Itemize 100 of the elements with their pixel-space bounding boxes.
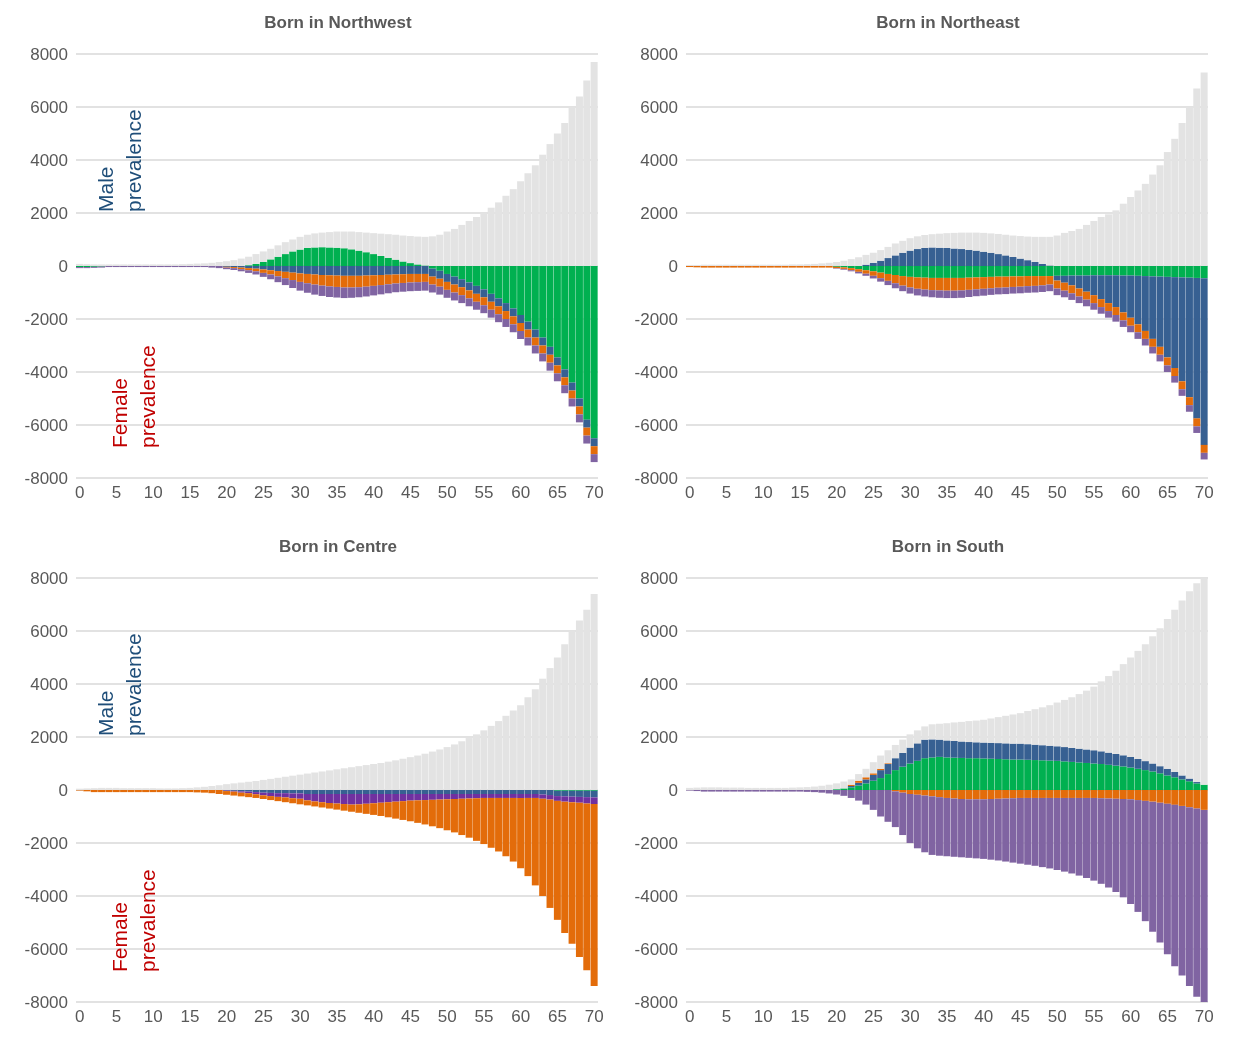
x-tick-label: 50: [1047, 1007, 1067, 1027]
chart-title: Born in Centre: [277, 536, 399, 558]
y-tick-label: 6000: [30, 98, 68, 118]
bar: [1185, 397, 1193, 406]
x-tick-label: 40: [364, 483, 384, 503]
x-tick-label: 65: [548, 483, 568, 503]
x-tick-label: 50: [1047, 483, 1067, 503]
y-tick-label: -4000: [24, 887, 68, 907]
x-tick-label: 45: [401, 1007, 420, 1027]
y-tick-label: 4000: [640, 675, 678, 695]
x-tick-label: 45: [401, 483, 420, 503]
bar: [568, 382, 576, 391]
bar: [1185, 405, 1193, 412]
x-tick-label: 15: [180, 483, 200, 503]
annotation: Female prevalence: [107, 344, 160, 448]
x-tick-label: 10: [143, 1007, 163, 1027]
bar: [575, 414, 583, 423]
bar: [590, 446, 598, 455]
y-tick-label: 6000: [640, 622, 678, 642]
bar: [546, 354, 554, 363]
bar: [1149, 338, 1157, 347]
bar: [1149, 346, 1157, 354]
y-tick-label: -4000: [634, 887, 678, 907]
bar: [590, 454, 598, 463]
x-tick-label: 40: [974, 483, 994, 503]
x-tick-label: 70: [1194, 483, 1214, 503]
x-tick-label: 15: [790, 1007, 810, 1027]
bar: [539, 337, 547, 346]
x-tick-label: 30: [900, 1007, 920, 1027]
x-tick-label: 25: [864, 483, 883, 503]
bar: [590, 438, 598, 447]
bar: [1156, 346, 1164, 355]
y-tick-label: 8000: [640, 45, 678, 65]
x-tick-label: 35: [327, 1007, 347, 1027]
x-tick-label: 35: [937, 483, 957, 503]
y-tick-label: 6000: [640, 98, 678, 118]
y-tick-label: 4000: [30, 151, 68, 171]
x-tick-label: 60: [511, 1007, 531, 1027]
bar: [561, 377, 569, 386]
x-tick-label: 25: [864, 1007, 883, 1027]
x-tick-label: 0: [684, 1007, 695, 1027]
x-tick-label: 35: [937, 1007, 957, 1027]
x-tick-label: 5: [721, 1007, 732, 1027]
x-tick-label: 20: [217, 1007, 237, 1027]
y-tick-label: -2000: [634, 310, 678, 330]
bar: [561, 385, 569, 394]
bar: [583, 435, 591, 444]
y-tick-label: -6000: [634, 940, 678, 960]
y-tick-label: 4000: [30, 675, 68, 695]
bar: [546, 362, 554, 371]
x-tick-label: 25: [254, 483, 273, 503]
bar: [539, 353, 547, 362]
bar: [553, 373, 561, 382]
annotation: Male prevalence: [93, 632, 146, 736]
x-tick-label: 15: [790, 483, 810, 503]
x-tick-label: 65: [1158, 1007, 1178, 1027]
x-tick-label: 10: [143, 483, 163, 503]
x-tick-label: 65: [1158, 483, 1178, 503]
x-tick-label: 20: [827, 483, 847, 503]
y-tick-label: -8000: [24, 469, 68, 489]
x-tick-label: 30: [290, 483, 310, 503]
bar: [1163, 365, 1171, 372]
bar: [561, 369, 569, 378]
y-tick-label: 0: [668, 257, 678, 277]
x-tick-label: 50: [437, 1007, 457, 1027]
x-tick-label: 5: [111, 483, 122, 503]
x-tick-label: 30: [290, 1007, 310, 1027]
x-tick-label: 70: [584, 1007, 604, 1027]
annotation: Female prevalence: [107, 868, 160, 972]
x-tick-label: 60: [1121, 1007, 1141, 1027]
bar: [553, 365, 561, 374]
x-tick-label: 0: [74, 483, 85, 503]
y-tick-label: 2000: [30, 728, 68, 748]
chart-title: Born in Northeast: [875, 12, 1021, 34]
bar: [1163, 357, 1171, 366]
bar: [1156, 354, 1164, 362]
x-tick-label: 15: [180, 1007, 200, 1027]
x-tick-label: 0: [74, 1007, 85, 1027]
x-tick-label: 55: [474, 1007, 494, 1027]
y-tick-label: -8000: [634, 993, 678, 1013]
x-tick-label: 55: [1084, 1007, 1104, 1027]
bar: [531, 329, 539, 338]
y-tick-label: -2000: [24, 834, 68, 854]
x-tick-label: 45: [1011, 1007, 1030, 1027]
x-tick-label: 50: [437, 483, 457, 503]
x-tick-label: 5: [111, 1007, 122, 1027]
x-tick-label: 20: [217, 483, 237, 503]
y-tick-label: -6000: [634, 416, 678, 436]
x-tick-label: 55: [474, 483, 494, 503]
y-tick-label: 8000: [640, 569, 678, 589]
y-tick-label: -6000: [24, 940, 68, 960]
x-tick-label: 10: [753, 1007, 773, 1027]
y-tick-label: -2000: [634, 834, 678, 854]
x-tick-label: 45: [1011, 483, 1030, 503]
bar: [1134, 332, 1142, 339]
bar: [1171, 375, 1179, 383]
x-tick-label: 5: [721, 483, 732, 503]
y-tick-label: 2000: [30, 204, 68, 224]
y-tick-label: -4000: [634, 363, 678, 383]
y-tick-label: -8000: [634, 469, 678, 489]
